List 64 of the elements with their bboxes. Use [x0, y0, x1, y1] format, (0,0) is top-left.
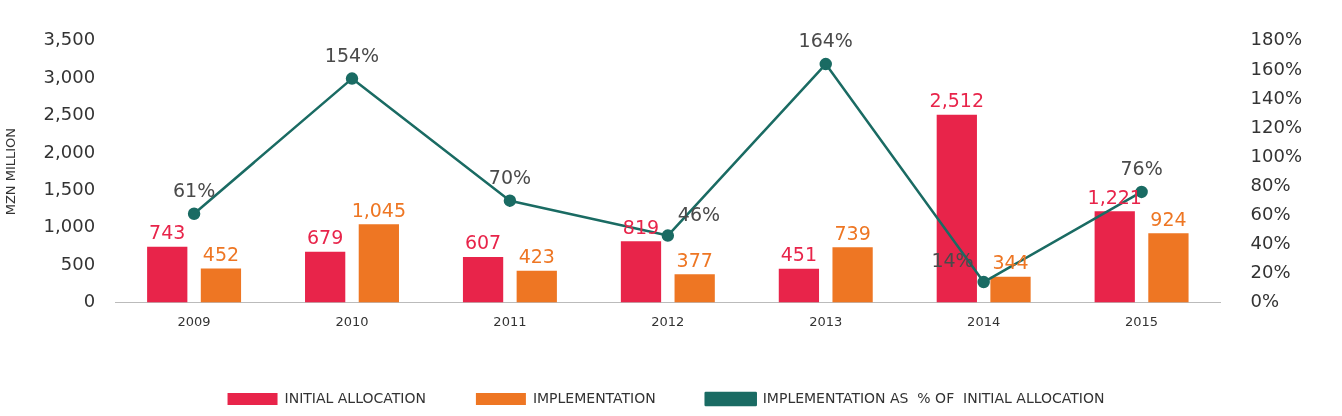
point: [661, 229, 675, 242]
y2-tick-label: 180%: [1250, 28, 1303, 50]
y-tick-label: 2,500: [43, 103, 96, 125]
x-tick-label: 2014: [967, 313, 1001, 329]
point: [345, 72, 359, 85]
legend-label: IMPLEMENTATION AS % OF INITIAL ALLOCATION: [762, 389, 1105, 406]
y-tick-label: 3,500: [43, 28, 96, 50]
legend-label: IMPLEMENTATION: [532, 389, 656, 406]
y-axis-title: MZN MILLION: [3, 127, 19, 216]
y2-tick-label: 120%: [1250, 115, 1303, 137]
bar: [358, 224, 399, 303]
data-label: 2,512: [929, 89, 985, 112]
point: [819, 57, 832, 71]
y-tick-label: 2,000: [43, 140, 96, 162]
data-label: 743: [149, 221, 186, 244]
x-tick-label: 2011: [493, 313, 527, 329]
point: [187, 207, 201, 220]
bar: [462, 257, 504, 303]
y2-tick-label: 0%: [1250, 290, 1280, 312]
data-label: 423: [518, 245, 555, 268]
legend-label: INITIAL ALLOCATION: [284, 389, 426, 406]
y2-tick-label: 40%: [1250, 231, 1291, 253]
data-label: 154%: [324, 44, 380, 67]
y-tick-label: 1,000: [43, 215, 96, 237]
data-label: 61%: [172, 179, 216, 202]
data-label: 607: [464, 231, 502, 254]
bar: [200, 268, 242, 303]
data-label: 76%: [1120, 157, 1163, 180]
data-label: 739: [834, 221, 871, 244]
y2-tick-label: 80%: [1250, 173, 1291, 195]
data-label: 451: [780, 243, 818, 266]
data-label: 377: [676, 248, 713, 271]
y2-tick-label: 100%: [1250, 144, 1303, 166]
bar: [832, 247, 873, 303]
y2-tick-label: 160%: [1250, 57, 1303, 79]
data-label: 924: [1150, 207, 1187, 230]
x-tick-label: 2015: [1125, 313, 1159, 329]
bar: [990, 276, 1031, 303]
data-label: 1,045: [351, 198, 407, 221]
y2-tick-label: 140%: [1250, 86, 1303, 108]
data-label: 452: [202, 243, 240, 266]
y2-tick-label: 60%: [1250, 202, 1291, 224]
y-tick-label: 0: [83, 290, 96, 312]
y-tick-label: 500: [60, 252, 96, 274]
y2-tick-label: 20%: [1250, 261, 1291, 283]
bar: [1148, 233, 1189, 303]
bar: [778, 268, 820, 303]
y-tick-label: 1,500: [43, 177, 96, 199]
bar: [147, 246, 188, 303]
x-tick-label: 2012: [651, 313, 685, 329]
bar: [516, 270, 557, 303]
point: [977, 275, 990, 289]
x-tick-label: 2009: [177, 313, 211, 329]
bar: [305, 251, 346, 303]
x-tick-label: 2010: [335, 313, 369, 329]
x-tick-label: 2013: [809, 313, 843, 329]
data-label: 679: [307, 226, 344, 249]
data-label: 70%: [488, 166, 532, 189]
point: [503, 194, 517, 207]
bar: [674, 274, 715, 303]
y-tick-label: 3,000: [43, 65, 96, 87]
data-label: 164%: [798, 29, 853, 52]
bar: [620, 241, 662, 303]
bar: [1094, 211, 1135, 303]
